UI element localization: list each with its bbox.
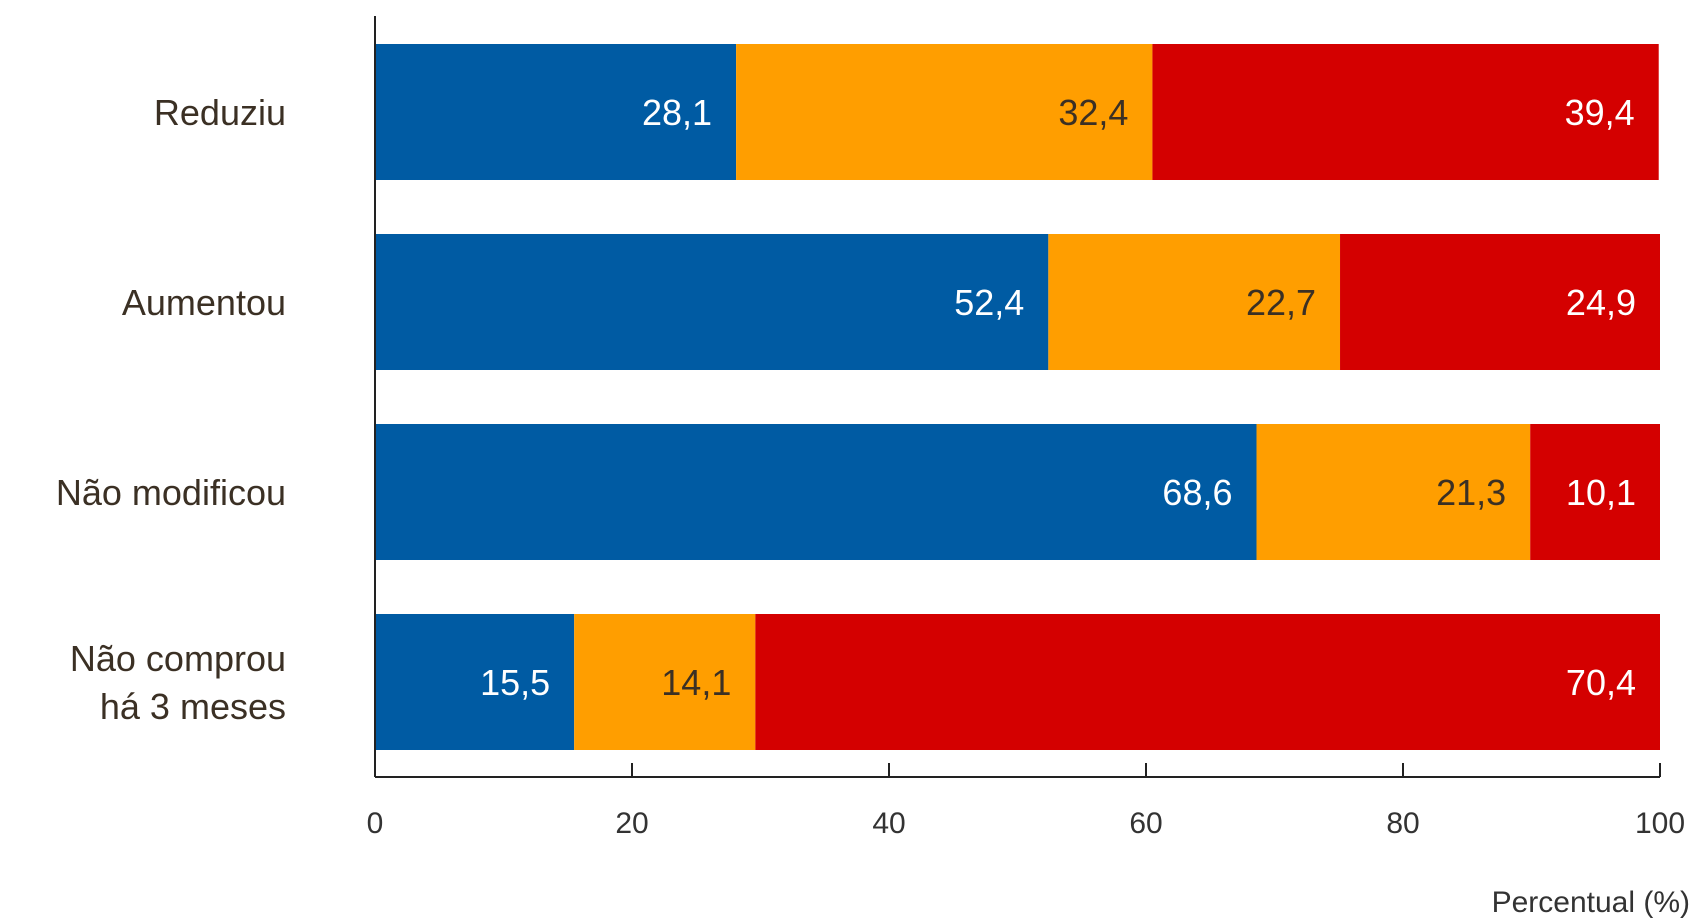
data-label: 68,6 xyxy=(1162,472,1232,513)
bar-segment xyxy=(736,44,1153,180)
x-tick-label: 20 xyxy=(615,807,648,840)
data-label: 15,5 xyxy=(480,662,550,703)
bar-segment xyxy=(1256,424,1531,560)
data-label: 22,7 xyxy=(1246,282,1316,323)
category-label: Aumentou xyxy=(122,282,286,323)
data-label: 70,4 xyxy=(1566,662,1636,703)
data-label: 10,1 xyxy=(1566,472,1636,513)
bar-segment xyxy=(375,44,737,180)
category-label: Não comprou há 3 meses xyxy=(70,638,286,727)
category-label: Reduziu xyxy=(154,92,286,133)
bar-segment xyxy=(1530,424,1660,560)
x-tick-label: 60 xyxy=(1129,807,1162,840)
bar-segment xyxy=(1152,44,1659,180)
x-tick-label: 100 xyxy=(1635,807,1685,840)
bar-segment xyxy=(1340,234,1660,370)
bar-segment xyxy=(574,614,756,750)
data-label: 39,4 xyxy=(1565,92,1635,133)
bar-segment xyxy=(375,234,1049,370)
bar-segment xyxy=(375,424,1257,560)
x-tick-label: 40 xyxy=(872,807,905,840)
data-label: 28,1 xyxy=(642,92,712,133)
category-labels-group: Reduziu Aumentou Não modificou Não comprou h… xyxy=(56,92,286,727)
data-label: 32,4 xyxy=(1058,92,1128,133)
x-axis-title: Percentual (%) xyxy=(1492,886,1690,918)
data-labels-group: 28,1 32,4 39,4 52,4 22,7 24,9 68,6 21,3 10,1 15,5… xyxy=(480,92,1636,703)
bar-segment xyxy=(375,614,575,750)
category-label: Não modificou xyxy=(56,472,286,513)
bar-segment xyxy=(1048,234,1341,370)
x-tick-label: 80 xyxy=(1386,807,1419,840)
x-tick-label: 0 xyxy=(367,807,384,840)
bars-group xyxy=(375,44,1660,750)
data-label: 21,3 xyxy=(1436,472,1506,513)
bar-segment xyxy=(755,614,1660,750)
data-label: 52,4 xyxy=(954,282,1024,323)
axes-group: 0 20 40 60 80 100 xyxy=(367,16,1685,840)
data-label: 14,1 xyxy=(661,662,731,703)
data-label: 24,9 xyxy=(1566,282,1636,323)
